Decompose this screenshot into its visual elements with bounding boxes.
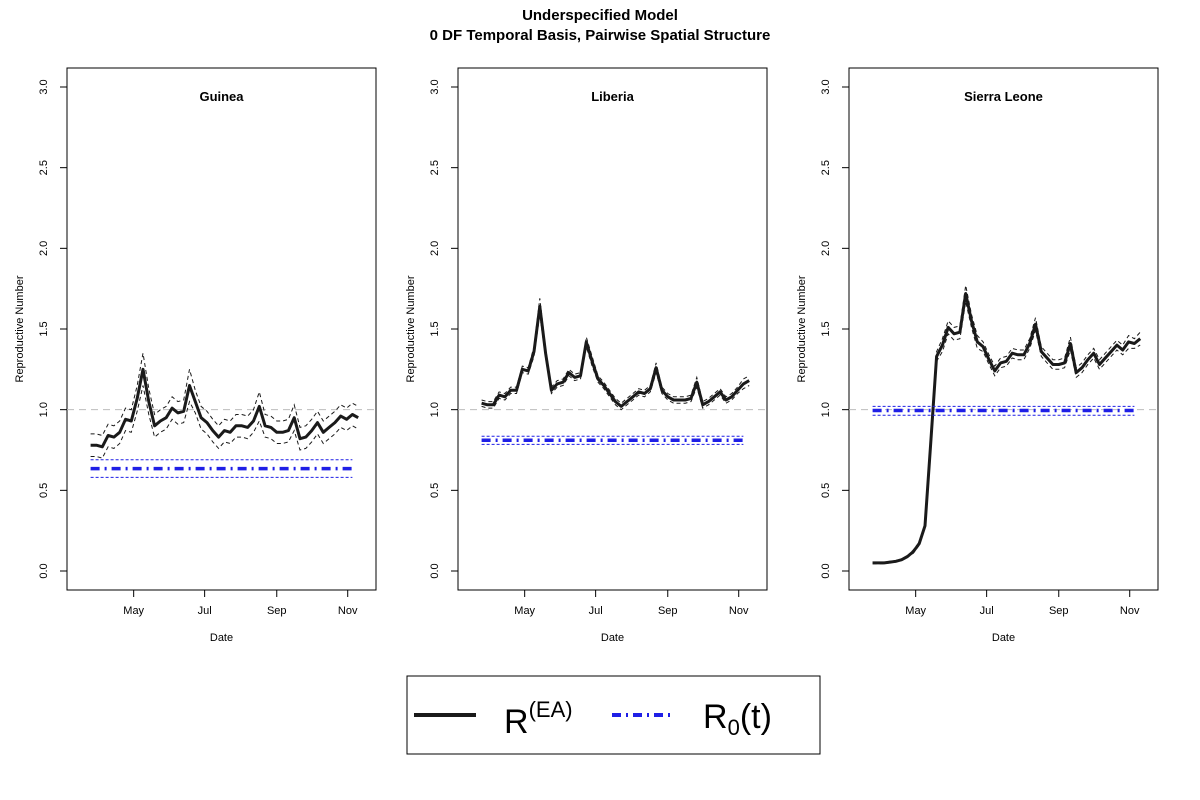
plot-frame [66, 67, 377, 591]
legend-label-r-ea: R(EA) [504, 697, 573, 741]
r-ea-series-line [481, 304, 750, 408]
y-tick-label: 1.5 [820, 321, 832, 336]
y-tick-label: 2.5 [429, 160, 441, 175]
legend: R(EA) R0(t) [406, 675, 821, 755]
panel-title: Liberia [591, 89, 634, 104]
x-tick-label: May [123, 605, 144, 617]
plot-frame [848, 67, 1159, 591]
x-tick-label: Nov [338, 605, 358, 617]
r-ea-series-upper-bound [481, 298, 750, 404]
y-tick-label: 0.0 [38, 563, 50, 578]
figure-title-line1: Underspecified Model [522, 7, 678, 24]
panel-title: Sierra Leone [964, 89, 1043, 104]
y-tick-label: 1.0 [429, 402, 441, 417]
y-tick-label: 0.0 [429, 563, 441, 578]
panels: Guinea 0.0 0.5 1.0 1.5 2.0 2.5 3.0 May Jul Sep Nov D… [14, 67, 1159, 644]
x-tick-label: Nov [1120, 605, 1140, 617]
y-tick-label: 3.0 [38, 79, 50, 94]
legend-label-r0-base: R [703, 698, 728, 736]
x-tick-label: Nov [729, 605, 749, 617]
y-tick-label: 2.0 [38, 241, 50, 256]
y-tick-label: 0.5 [820, 483, 832, 498]
x-tick-label: May [514, 605, 535, 617]
r-ea-series-lower-bound [481, 314, 750, 411]
y-tick-label: 1.0 [38, 402, 50, 417]
x-tick-label: Sep [267, 605, 287, 617]
panel-sierra-leone: Sierra Leone 0.0 0.5 1.0 1.5 2.0 2.5 3.0 May Jul S… [796, 67, 1159, 644]
x-tick-label: May [905, 605, 926, 617]
legend-label-r-ea-sup: (EA) [529, 697, 573, 722]
plot-frame [457, 67, 768, 591]
x-axis-label: Date [601, 632, 624, 644]
legend-label-r0-suffix: (t) [740, 698, 772, 736]
y-tick-label: 1.5 [38, 321, 50, 336]
y-tick-label: 3.0 [429, 79, 441, 94]
y-tick-label: 2.5 [820, 160, 832, 175]
panel-guinea: Guinea 0.0 0.5 1.0 1.5 2.0 2.5 3.0 May Jul Sep Nov D… [14, 67, 377, 644]
y-tick-label: 2.0 [429, 241, 441, 256]
r-ea-series-line [872, 292, 1142, 565]
x-tick-label: Jul [589, 605, 603, 617]
y-axis-label: Reproductive Number [405, 275, 417, 382]
r-ea-series-line [90, 367, 359, 449]
y-tick-label: 0.0 [820, 563, 832, 578]
panel-liberia: Liberia 0.0 0.5 1.0 1.5 2.0 2.5 3.0 May Jul Sep Nov… [405, 67, 768, 644]
legend-label-r0-sub: 0 [728, 715, 740, 740]
figure-title-line2: 0 DF Temporal Basis, Pairwise Spatial St… [430, 27, 771, 44]
legend-label-r-ea-base: R [504, 703, 529, 741]
y-tick-label: 2.0 [820, 241, 832, 256]
y-tick-label: 0.5 [429, 483, 441, 498]
y-tick-label: 1.5 [429, 321, 441, 336]
y-tick-label: 2.5 [38, 160, 50, 175]
panel-title: Guinea [199, 89, 244, 104]
x-tick-label: Jul [198, 605, 212, 617]
r-ea-series-upper-bound [90, 353, 359, 437]
y-tick-label: 0.5 [38, 483, 50, 498]
y-tick-label: 3.0 [820, 79, 832, 94]
r-ea-series-lower-bound [90, 385, 359, 459]
r-ea-series-lower-bound [872, 301, 1141, 565]
x-tick-label: Sep [658, 605, 678, 617]
y-tick-label: 1.0 [820, 402, 832, 417]
x-axis-label: Date [210, 632, 233, 644]
x-tick-label: Sep [1049, 605, 1069, 617]
y-axis-label: Reproductive Number [14, 275, 26, 382]
x-axis-label: Date [992, 632, 1015, 644]
y-axis-label: Reproductive Number [796, 275, 808, 382]
r-ea-series-upper-bound [872, 285, 1141, 563]
legend-label-r0: R0(t) [703, 698, 772, 740]
x-tick-label: Jul [980, 605, 994, 617]
